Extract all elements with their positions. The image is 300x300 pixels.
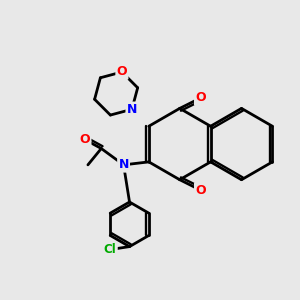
Text: O: O [80, 133, 90, 146]
Text: O: O [195, 92, 206, 104]
Text: N: N [118, 158, 129, 171]
Text: O: O [117, 65, 127, 79]
Text: N: N [127, 103, 137, 116]
Text: Cl: Cl [104, 243, 117, 256]
Text: O: O [195, 184, 206, 196]
